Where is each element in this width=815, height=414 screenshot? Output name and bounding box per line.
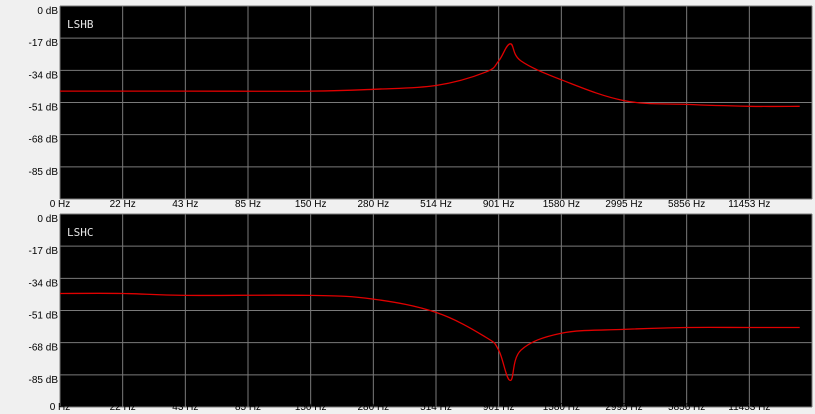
x-tick-label: 0 Hz bbox=[50, 402, 71, 413]
x-tick-label: 85 Hz bbox=[235, 402, 261, 413]
y-tick-label: -51 dB bbox=[29, 311, 59, 322]
x-tick-label: 5856 Hz bbox=[668, 402, 705, 413]
x-tick-label: 150 Hz bbox=[295, 402, 327, 413]
x-tick-label: 0 Hz bbox=[50, 199, 71, 210]
x-tick-label: 150 Hz bbox=[295, 199, 327, 210]
lshc-response-curve bbox=[59, 292, 800, 382]
lshc-panel: 0 dB -17 dB -34 dB -51 dB -68 dB -85 dB 0 Hz 2… bbox=[29, 213, 813, 413]
x-tick-label: 514 Hz bbox=[420, 402, 452, 413]
lshb-title: LSHB bbox=[67, 18, 94, 31]
x-tick-label: 280 Hz bbox=[357, 402, 389, 413]
y-tick-label: 0 dB bbox=[37, 214, 58, 225]
x-tick-label: 22 Hz bbox=[110, 199, 136, 210]
x-tick-label: 43 Hz bbox=[172, 199, 198, 210]
x-tick-label: 85 Hz bbox=[235, 199, 261, 210]
y-tick-label: -17 dB bbox=[29, 38, 59, 49]
x-tick-label: 901 Hz bbox=[483, 199, 515, 210]
y-tick-label: -68 dB bbox=[29, 135, 59, 146]
lshc-title: LSHC bbox=[67, 226, 94, 239]
x-tick-label: 5856 Hz bbox=[668, 199, 705, 210]
lshb-panel: 0 dB -17 dB -34 dB -51 dB -68 dB -85 dB 0 Hz 2… bbox=[29, 5, 813, 210]
y-tick-label: -34 dB bbox=[29, 70, 59, 81]
x-tick-label: 901 Hz bbox=[483, 402, 515, 413]
lshb-x-axis: 0 Hz 22 Hz 43 Hz 85 Hz 150 Hz 280 Hz 514 Hz 901… bbox=[50, 199, 771, 210]
y-tick-label: -51 dB bbox=[29, 103, 59, 114]
lshc-y-axis: 0 dB -17 dB -34 dB -51 dB -68 dB -85 dB bbox=[29, 214, 59, 386]
lshc-x-axis: 0 Hz 22 Hz 43 Hz 85 Hz 150 Hz 280 Hz 514 Hz 901… bbox=[50, 402, 771, 413]
x-tick-label: 11453 Hz bbox=[728, 199, 770, 210]
lshc-grid bbox=[59, 213, 813, 408]
lshb-grid bbox=[59, 5, 813, 200]
x-tick-label: 1580 Hz bbox=[543, 199, 580, 210]
y-tick-label: -34 dB bbox=[29, 278, 59, 289]
y-tick-label: -85 dB bbox=[29, 375, 59, 386]
x-tick-label: 43 Hz bbox=[172, 402, 198, 413]
y-tick-label: -17 dB bbox=[29, 246, 59, 257]
x-tick-label: 2995 Hz bbox=[605, 199, 642, 210]
lshb-y-axis: 0 dB -17 dB -34 dB -51 dB -68 dB -85 dB bbox=[29, 6, 59, 178]
y-tick-label: -68 dB bbox=[29, 343, 59, 354]
x-tick-label: 280 Hz bbox=[357, 199, 389, 210]
x-tick-label: 2995 Hz bbox=[605, 402, 642, 413]
x-tick-label: 11453 Hz bbox=[728, 402, 770, 413]
y-tick-label: 0 dB bbox=[37, 6, 58, 17]
lshb-response-curve bbox=[59, 43, 800, 108]
y-tick-label: -85 dB bbox=[29, 167, 59, 178]
x-tick-label: 514 Hz bbox=[420, 199, 452, 210]
x-tick-label: 22 Hz bbox=[110, 402, 136, 413]
x-tick-label: 1580 Hz bbox=[543, 402, 580, 413]
